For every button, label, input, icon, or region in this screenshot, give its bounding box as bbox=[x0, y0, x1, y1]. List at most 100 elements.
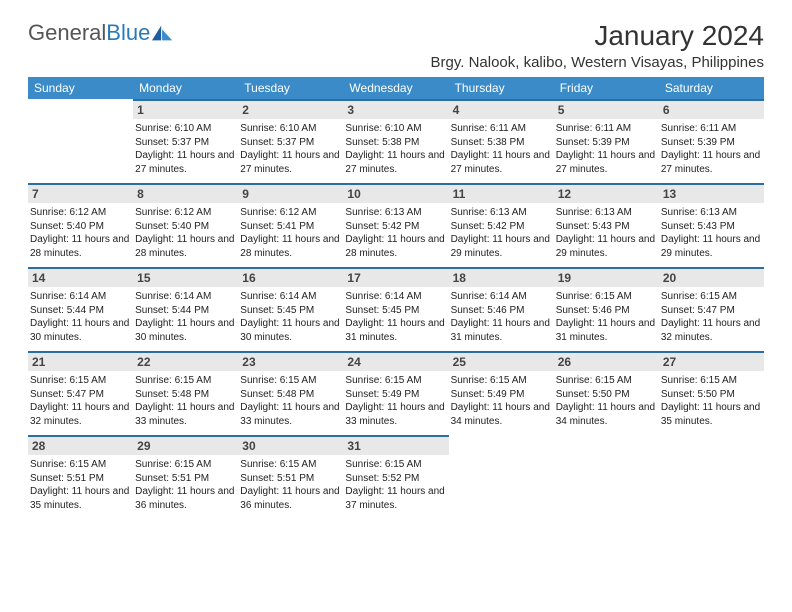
sunset-line: Sunset: 5:51 PM bbox=[135, 472, 236, 486]
calendar-body: 1Sunrise: 6:10 AMSunset: 5:37 PMDaylight… bbox=[28, 99, 764, 519]
sunrise-line: Sunrise: 6:15 AM bbox=[661, 374, 762, 388]
sunset-line: Sunset: 5:51 PM bbox=[240, 472, 341, 486]
daylight-line: Daylight: 11 hours and 30 minutes. bbox=[135, 317, 236, 344]
day-number: 23 bbox=[238, 351, 343, 371]
calendar-row: 14Sunrise: 6:14 AMSunset: 5:44 PMDayligh… bbox=[28, 267, 764, 351]
day-number: 7 bbox=[28, 183, 133, 203]
calendar-cell: 27 Sunrise: 6:15 AMSunset: 5:50 PMDayligh… bbox=[659, 351, 764, 435]
day-info: Sunrise: 6:12 AMSunset: 5:40 PMDaylight:… bbox=[28, 203, 133, 260]
calendar-cell: 19Sunrise: 6:15 AMSunset: 5:46 PMDayligh… bbox=[554, 267, 659, 351]
calendar-cell-empty bbox=[449, 435, 554, 519]
day-number: 11 bbox=[449, 183, 554, 203]
daylight-line: Daylight: 11 hours and 35 minutes. bbox=[661, 401, 762, 428]
daylight-line: Daylight: 11 hours and 33 minutes. bbox=[135, 401, 236, 428]
weekday-header: Wednesday bbox=[343, 77, 448, 99]
brand-part2: Blue bbox=[106, 20, 150, 46]
sunrise-line: Sunrise: 6:14 AM bbox=[135, 290, 236, 304]
day-info: Sunrise: 6:15 AMSunset: 5:51 PMDaylight:… bbox=[28, 455, 133, 512]
calendar-row: 28Sunrise: 6:15 AMSunset: 5:51 PMDayligh… bbox=[28, 435, 764, 519]
day-number: 26 bbox=[554, 351, 659, 371]
calendar-cell: 17Sunrise: 6:14 AMSunset: 5:45 PMDayligh… bbox=[343, 267, 448, 351]
daylight-line: Daylight: 11 hours and 37 minutes. bbox=[345, 485, 446, 512]
calendar-cell: 4Sunrise: 6:11 AMSunset: 5:38 PMDaylight… bbox=[449, 99, 554, 183]
daylight-line: Daylight: 11 hours and 36 minutes. bbox=[240, 485, 341, 512]
daylight-line: Daylight: 11 hours and 28 minutes. bbox=[135, 233, 236, 260]
weekday-header: Monday bbox=[133, 77, 238, 99]
daylight-line: Daylight: 11 hours and 28 minutes. bbox=[30, 233, 131, 260]
calendar-cell: 12Sunrise: 6:13 AMSunset: 5:43 PMDayligh… bbox=[554, 183, 659, 267]
day-info: Sunrise: 6:15 AMSunset: 5:49 PMDaylight:… bbox=[449, 371, 554, 428]
daylight-line: Daylight: 11 hours and 27 minutes. bbox=[240, 149, 341, 176]
sunset-line: Sunset: 5:48 PM bbox=[240, 388, 341, 402]
day-number: 28 bbox=[28, 435, 133, 455]
day-number: 24 bbox=[343, 351, 448, 371]
calendar-cell: 3Sunrise: 6:10 AMSunset: 5:38 PMDaylight… bbox=[343, 99, 448, 183]
day-info: Sunrise: 6:13 AMSunset: 5:43 PMDaylight:… bbox=[554, 203, 659, 260]
calendar-table: SundayMondayTuesdayWednesdayThursdayFrid… bbox=[28, 77, 764, 519]
sunrise-line: Sunrise: 6:15 AM bbox=[451, 374, 552, 388]
calendar-cell: 7Sunrise: 6:12 AMSunset: 5:40 PMDaylight… bbox=[28, 183, 133, 267]
sunset-line: Sunset: 5:39 PM bbox=[556, 136, 657, 150]
calendar-cell: 2Sunrise: 6:10 AMSunset: 5:37 PMDaylight… bbox=[238, 99, 343, 183]
daylight-line: Daylight: 11 hours and 32 minutes. bbox=[30, 401, 131, 428]
calendar-row: 7Sunrise: 6:12 AMSunset: 5:40 PMDaylight… bbox=[28, 183, 764, 267]
sunset-line: Sunset: 5:42 PM bbox=[451, 220, 552, 234]
day-number: 3 bbox=[343, 99, 448, 119]
sunset-line: Sunset: 5:50 PM bbox=[661, 388, 762, 402]
sunrise-line: Sunrise: 6:15 AM bbox=[556, 290, 657, 304]
day-number: 10 bbox=[343, 183, 448, 203]
daylight-line: Daylight: 11 hours and 36 minutes. bbox=[135, 485, 236, 512]
sunrise-line: Sunrise: 6:15 AM bbox=[556, 374, 657, 388]
weekday-header: Thursday bbox=[449, 77, 554, 99]
calendar-cell: 13Sunrise: 6:13 AMSunset: 5:43 PMDayligh… bbox=[659, 183, 764, 267]
sunrise-line: Sunrise: 6:15 AM bbox=[30, 458, 131, 472]
weekday-header: Friday bbox=[554, 77, 659, 99]
day-number: 8 bbox=[133, 183, 238, 203]
calendar-cell: 11Sunrise: 6:13 AMSunset: 5:42 PMDayligh… bbox=[449, 183, 554, 267]
sunset-line: Sunset: 5:44 PM bbox=[30, 304, 131, 318]
weekday-header-row: SundayMondayTuesdayWednesdayThursdayFrid… bbox=[28, 77, 764, 99]
calendar-cell: 20Sunrise: 6:15 AMSunset: 5:47 PMDayligh… bbox=[659, 267, 764, 351]
day-number: 17 bbox=[343, 267, 448, 287]
sail-icon bbox=[152, 25, 174, 41]
day-info: Sunrise: 6:15 AMSunset: 5:48 PMDaylight:… bbox=[133, 371, 238, 428]
day-info: Sunrise: 6:15 AMSunset: 5:47 PMDaylight:… bbox=[659, 287, 764, 344]
daylight-line: Daylight: 11 hours and 27 minutes. bbox=[661, 149, 762, 176]
day-info: Sunrise: 6:15 AMSunset: 5:51 PMDaylight:… bbox=[133, 455, 238, 512]
calendar-cell: 15Sunrise: 6:14 AMSunset: 5:44 PMDayligh… bbox=[133, 267, 238, 351]
sunset-line: Sunset: 5:47 PM bbox=[30, 388, 131, 402]
daylight-line: Daylight: 11 hours and 30 minutes. bbox=[30, 317, 131, 344]
day-info: Sunrise: 6:11 AMSunset: 5:39 PMDaylight:… bbox=[659, 119, 764, 176]
sunset-line: Sunset: 5:37 PM bbox=[240, 136, 341, 150]
sunset-line: Sunset: 5:45 PM bbox=[345, 304, 446, 318]
day-number: 25 bbox=[449, 351, 554, 371]
sunrise-line: Sunrise: 6:11 AM bbox=[661, 122, 762, 136]
day-number: 19 bbox=[554, 267, 659, 287]
day-number: 22 bbox=[133, 351, 238, 371]
day-number: 20 bbox=[659, 267, 764, 287]
day-info: Sunrise: 6:15 AMSunset: 5:52 PMDaylight:… bbox=[343, 455, 448, 512]
day-number: 27 bbox=[659, 351, 764, 371]
day-info: Sunrise: 6:11 AMSunset: 5:39 PMDaylight:… bbox=[554, 119, 659, 176]
day-number: 14 bbox=[28, 267, 133, 287]
daylight-line: Daylight: 11 hours and 31 minutes. bbox=[556, 317, 657, 344]
day-number: 1 bbox=[133, 99, 238, 119]
day-info: Sunrise: 6:14 AMSunset: 5:45 PMDaylight:… bbox=[238, 287, 343, 344]
calendar-cell: 14Sunrise: 6:14 AMSunset: 5:44 PMDayligh… bbox=[28, 267, 133, 351]
location-text: Brgy. Nalook, kalibo, Western Visayas, P… bbox=[431, 54, 765, 71]
daylight-line: Daylight: 11 hours and 32 minutes. bbox=[661, 317, 762, 344]
sunset-line: Sunset: 5:37 PM bbox=[135, 136, 236, 150]
calendar-cell: 8Sunrise: 6:12 AMSunset: 5:40 PMDaylight… bbox=[133, 183, 238, 267]
daylight-line: Daylight: 11 hours and 27 minutes. bbox=[556, 149, 657, 176]
sunrise-line: Sunrise: 6:14 AM bbox=[240, 290, 341, 304]
sunrise-line: Sunrise: 6:13 AM bbox=[661, 206, 762, 220]
sunrise-line: Sunrise: 6:15 AM bbox=[135, 458, 236, 472]
day-number: 21 bbox=[28, 351, 133, 371]
calendar-cell: 18Sunrise: 6:14 AMSunset: 5:46 PMDayligh… bbox=[449, 267, 554, 351]
day-info: Sunrise: 6:10 AMSunset: 5:37 PMDaylight:… bbox=[133, 119, 238, 176]
sunrise-line: Sunrise: 6:10 AM bbox=[240, 122, 341, 136]
sunset-line: Sunset: 5:52 PM bbox=[345, 472, 446, 486]
sunset-line: Sunset: 5:38 PM bbox=[345, 136, 446, 150]
day-number: 15 bbox=[133, 267, 238, 287]
calendar-cell: 1Sunrise: 6:10 AMSunset: 5:37 PMDaylight… bbox=[133, 99, 238, 183]
